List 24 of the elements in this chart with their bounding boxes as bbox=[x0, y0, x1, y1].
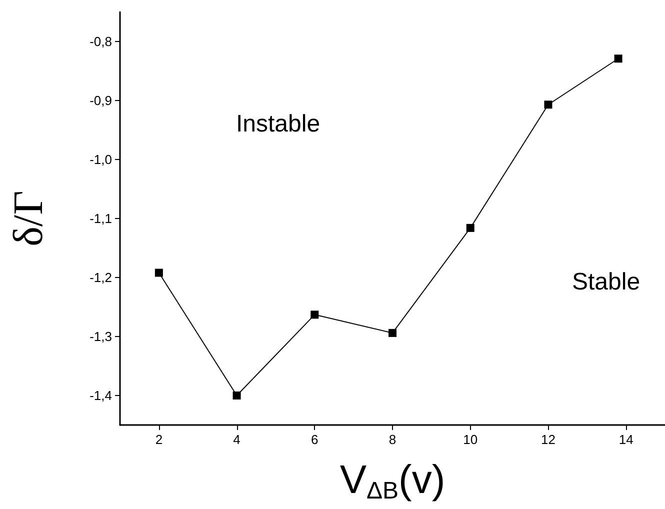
annotation: Stable bbox=[572, 268, 640, 296]
y-tick-label: -0,9 bbox=[90, 93, 112, 108]
x-tick-label: 2 bbox=[155, 432, 163, 447]
y-tick-label: -1,0 bbox=[90, 152, 112, 167]
x-tick-label: 6 bbox=[311, 432, 318, 447]
x-tick-label: 8 bbox=[388, 432, 396, 447]
point bbox=[466, 224, 474, 232]
y-tick-label: -0,8 bbox=[90, 34, 112, 49]
point bbox=[154, 268, 163, 277]
y-tick-label: -1,1 bbox=[90, 211, 112, 226]
x-tick-label: 12 bbox=[540, 432, 556, 447]
y-tick-label: -1,4 bbox=[90, 388, 112, 403]
point bbox=[614, 54, 622, 63]
point bbox=[232, 392, 241, 400]
point bbox=[544, 100, 552, 109]
x-tick-label: 10 bbox=[463, 432, 478, 447]
y-tick-label: -1,2 bbox=[90, 270, 112, 285]
point bbox=[310, 310, 319, 319]
annotation: Instable bbox=[236, 110, 320, 138]
y-tick-label: -1,3 bbox=[90, 329, 112, 344]
x-tick-label: 4 bbox=[233, 432, 240, 447]
point bbox=[388, 328, 396, 337]
x-tick-label: 14 bbox=[618, 432, 634, 447]
y-axis-title: δ/Γ bbox=[6, 190, 52, 246]
